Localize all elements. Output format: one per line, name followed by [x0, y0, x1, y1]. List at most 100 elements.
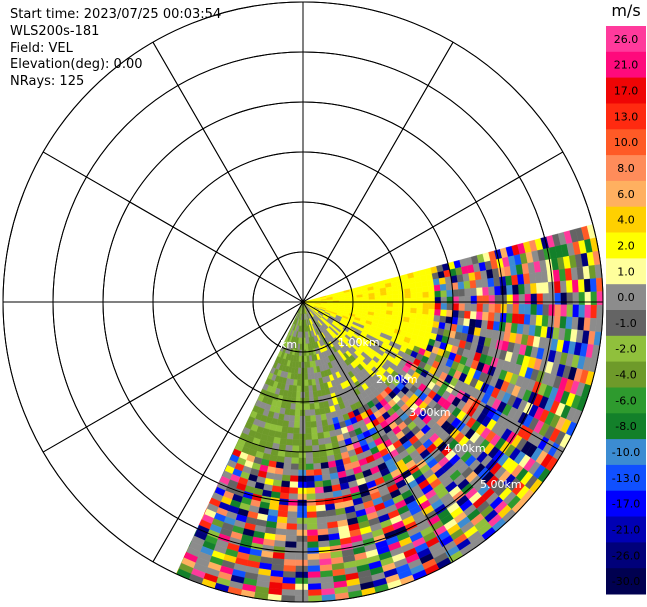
velocity-cell: [309, 403, 315, 410]
velocity-cell: [404, 288, 411, 294]
velocity-cell: [589, 278, 597, 293]
velocity-cell: [276, 516, 288, 524]
velocity-cell: [297, 493, 307, 501]
velocity-cell: [392, 294, 400, 300]
velocity-cell: [283, 553, 297, 561]
velocity-cell: [481, 278, 489, 288]
velocity-cell: [313, 468, 322, 476]
azimuth-spoke: [152, 301, 304, 563]
colorbar-cell: [606, 464, 646, 492]
velocity-cell: [290, 457, 299, 465]
velocity-cell: [476, 303, 484, 313]
colorbar-tick-label: -21.0: [612, 524, 640, 537]
velocity-cell: [312, 390, 318, 398]
velocity-cell: [295, 565, 308, 573]
velocity-cell: [428, 291, 436, 298]
colorbar-tick-label: -1.0: [615, 317, 636, 330]
colorbar-unit: m/s: [611, 1, 640, 20]
velocity-cell: [470, 287, 478, 297]
range-label-3: 3.00km: [409, 406, 451, 419]
velocity-cell: [319, 558, 332, 566]
velocity-cell: [494, 303, 502, 314]
velocity-cell: [464, 310, 471, 320]
velocity-cell: [311, 433, 319, 440]
velocity-cell: [297, 499, 307, 507]
velocity-cell: [281, 583, 296, 591]
velocity-cell: [415, 286, 423, 294]
velocity-cell: [440, 290, 448, 298]
velocity-cell: [296, 379, 301, 387]
velocity-cell: [315, 504, 326, 512]
colorbar-cell: [606, 284, 646, 311]
velocity-cell: [386, 302, 394, 308]
velocity-cell: [422, 303, 430, 310]
velocity-cell: [306, 517, 318, 525]
velocity-cell: [560, 280, 567, 294]
velocity-cell: [589, 317, 597, 332]
velocity-cell: [294, 577, 309, 585]
velocity-cell: [299, 409, 306, 417]
velocity-cell: [303, 337, 306, 345]
colorbar-tick-label: -26.0: [612, 549, 640, 562]
velocity-cell: [310, 415, 317, 422]
velocity-cell: [536, 293, 544, 305]
colorbar-cell: [606, 335, 646, 363]
velocity-cell: [398, 293, 406, 299]
velocity-cell: [305, 439, 313, 447]
velocity-cell: [577, 317, 585, 331]
elevation-angle: Elevation(deg): 0.00: [10, 57, 143, 72]
range-label-1: 1.00km: [338, 336, 380, 349]
colorbar-tick-label: -6.0: [615, 394, 636, 407]
velocity-cell: [524, 283, 532, 295]
velocity-cell: [464, 295, 472, 304]
velocity-cell: [277, 504, 289, 512]
velocity-cell: [458, 303, 466, 312]
velocity-cell: [432, 278, 441, 286]
velocity-cell: [415, 281, 423, 288]
velocity-cell: [294, 589, 309, 597]
velocity-cell: [313, 396, 319, 404]
velocity-cell: [290, 403, 296, 410]
velocity-cell: [392, 306, 400, 312]
velocity-cell: [275, 522, 287, 530]
polar-grid-overlay: [2, 1, 604, 603]
velocity-cell: [283, 559, 296, 567]
velocity-cell: [380, 302, 388, 307]
velocity-cell: [295, 397, 301, 405]
velocity-cell: [303, 331, 306, 339]
velocity-cell: [282, 462, 292, 470]
velocity-cell: [518, 284, 526, 295]
velocity-cell: [446, 289, 454, 298]
velocity-cell: [306, 499, 316, 507]
velocity-cell: [298, 439, 306, 447]
velocity-cell: [542, 293, 550, 305]
velocity-cell: [499, 276, 507, 287]
velocity-cell: [529, 272, 537, 284]
colorbar-tick-label: -10.0: [612, 446, 640, 459]
velocity-cell: [560, 292, 568, 305]
range-label-2: 2.00km: [376, 373, 418, 386]
velocity-cell: [530, 293, 538, 305]
colorbar-tick-label: 2.0: [617, 240, 635, 253]
colorbar-cell: [606, 258, 646, 285]
velocity-cell: [416, 308, 423, 315]
velocity-cell: [303, 343, 307, 351]
velocity-cell: [457, 281, 465, 290]
velocity-cell: [317, 534, 330, 542]
velocity-cell: [283, 565, 296, 573]
velocity-cell: [476, 287, 484, 297]
velocity-cell: [296, 523, 308, 531]
velocity-cell: [446, 309, 453, 318]
velocity-cell: [296, 535, 308, 543]
range-label-5: 5.00km: [480, 478, 522, 491]
velocity-cell: [306, 367, 311, 375]
velocity-cell: [427, 285, 435, 293]
velocity-cell: [292, 433, 300, 441]
velocity-cell: [554, 281, 561, 294]
velocity-cell: [307, 595, 322, 603]
velocity-cell: [312, 456, 321, 464]
velocity-cell: [308, 391, 314, 398]
velocity-cell: [547, 315, 555, 328]
velocity-cell: [596, 304, 604, 319]
velocity-cell: [434, 303, 442, 310]
